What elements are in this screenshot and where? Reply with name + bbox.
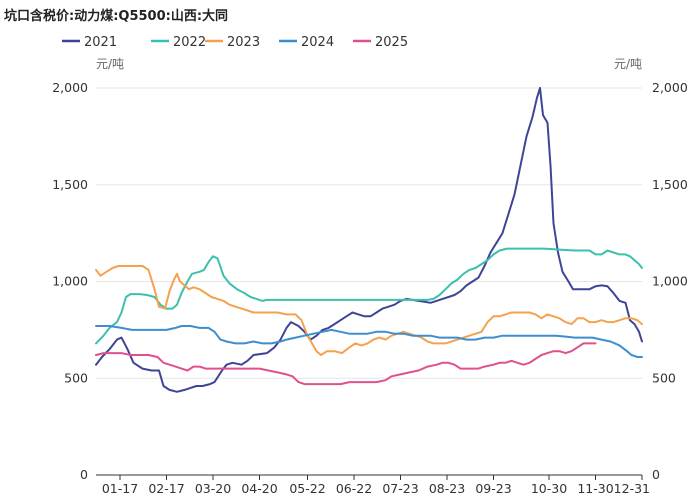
legend-label: 2023 — [227, 35, 260, 50]
x-tick-label: 04-20 — [241, 481, 277, 496]
x-tick-label: 09-23 — [475, 481, 511, 496]
y-tick-label-left: 1,500 — [52, 177, 88, 192]
x-tick-label: 02-17 — [148, 481, 184, 496]
legend-item-2023[interactable]: 2023 — [205, 35, 260, 50]
series-line-2024 — [95, 325, 643, 358]
chart-title: 坑口含税价:动力煤:Q5500:山西:大同 — [4, 8, 228, 24]
x-tick-label: 05-22 — [289, 481, 325, 496]
y-tick-label-right: 2,000 — [652, 80, 688, 95]
series-group — [95, 87, 643, 393]
legend-item-2025[interactable]: 2025 — [353, 35, 408, 50]
grid — [96, 87, 642, 379]
legend-item-2024[interactable]: 2024 — [279, 35, 334, 50]
y-tick-label-left: 0 — [80, 467, 88, 482]
y-tick-label-right: 1,000 — [652, 274, 688, 289]
y-tick-label-left: 500 — [64, 370, 88, 385]
x-tick-label: 11-30 — [577, 481, 613, 496]
series-line-2023 — [95, 265, 643, 356]
legend-label: 2025 — [375, 35, 408, 50]
y-tick-label-right: 500 — [652, 370, 676, 385]
y-tick-label-left: 2,000 — [52, 80, 88, 95]
series-line-2022 — [95, 247, 643, 345]
x-tick-label: 07-23 — [382, 481, 418, 496]
y-axis-unit-right: 元/吨 — [614, 57, 642, 71]
legend-label: 2021 — [84, 35, 117, 50]
y-tick-label-left: 1,000 — [52, 274, 88, 289]
series-line-2025 — [95, 342, 597, 386]
x-tick-label: 12-31 — [614, 481, 650, 496]
y-tick-label-right: 1,500 — [652, 177, 688, 192]
x-axis: 01-17 02-17 03-20 04-20 05-22 06-22 07-23 08-23… — [96, 474, 650, 496]
x-tick-label: 06-22 — [336, 481, 372, 496]
x-tick-label: 03-20 — [195, 481, 231, 496]
x-tick-label: 01-17 — [102, 481, 138, 496]
legend: 2021 2022 2023 2024 2025 — [62, 35, 408, 50]
x-tick-label: 08-23 — [429, 481, 465, 496]
legend-label: 2024 — [301, 35, 334, 50]
series-line-2021 — [95, 87, 643, 393]
legend-item-2021[interactable]: 2021 — [62, 35, 117, 50]
y-axis-right: 0 500 1,000 1,500 2,000 — [652, 80, 688, 482]
y-axis-unit-left: 元/吨 — [96, 57, 124, 71]
y-tick-label-right: 0 — [652, 467, 660, 482]
legend-label: 2022 — [173, 35, 206, 50]
x-tick-label: 10-30 — [531, 481, 567, 496]
legend-item-2022[interactable]: 2022 — [151, 35, 206, 50]
y-axis-left: 0 500 1,000 1,500 2,000 — [52, 80, 88, 482]
